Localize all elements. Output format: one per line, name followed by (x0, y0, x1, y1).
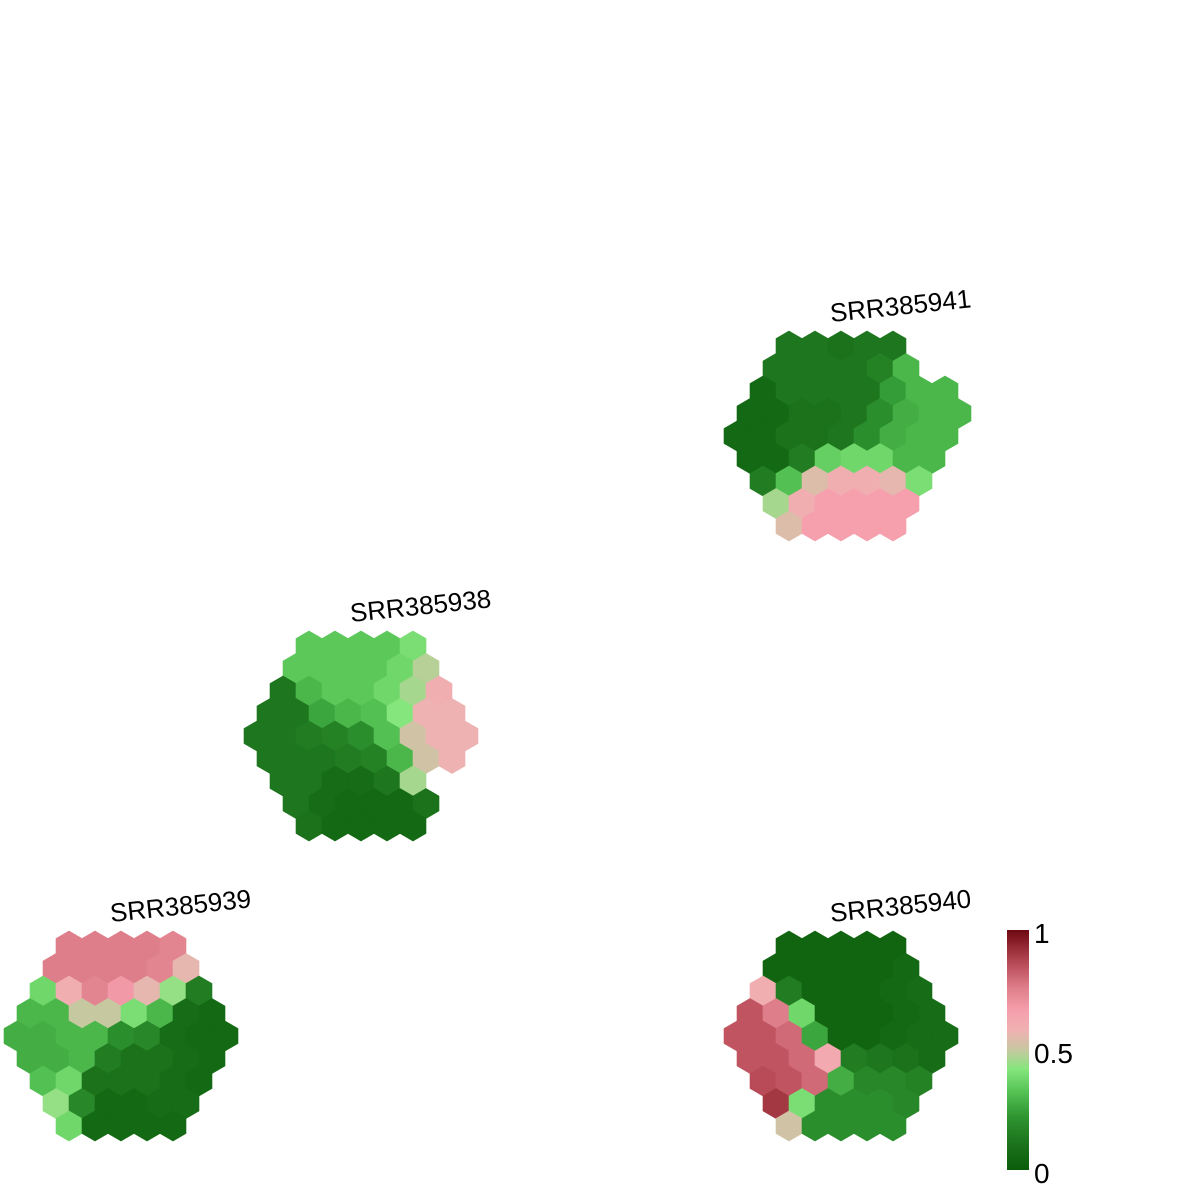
colorbar-tick-max: 1 (1034, 918, 1050, 949)
colorbar-tick-min: 0 (1034, 1158, 1050, 1189)
hex-cell (879, 1110, 907, 1142)
panel-SRR385939: SRR385939 (3, 883, 253, 1142)
hex-cell (399, 810, 427, 842)
panel-title: SRR385938 (348, 583, 492, 628)
colorbar-tick-mid: 0.5 (1034, 1038, 1073, 1069)
panel-SRR385938: SRR385938 (243, 583, 493, 842)
hex-cell (879, 510, 907, 542)
panel-title: SRR385939 (108, 883, 252, 928)
color-legend: 1 0.5 0 (1007, 918, 1073, 1189)
panel-SRR385940: SRR385940 (723, 883, 973, 1142)
sample-panels: SRR385941 SRR385938 SRR385939 SRR385940 (3, 283, 973, 1142)
colorbar (1007, 930, 1029, 1170)
panel-SRR385941: SRR385941 (723, 283, 973, 542)
hex-cell (159, 1110, 187, 1142)
panel-title: SRR385941 (828, 283, 972, 328)
panel-title: SRR385940 (828, 883, 972, 928)
hex-cell (438, 743, 466, 774)
